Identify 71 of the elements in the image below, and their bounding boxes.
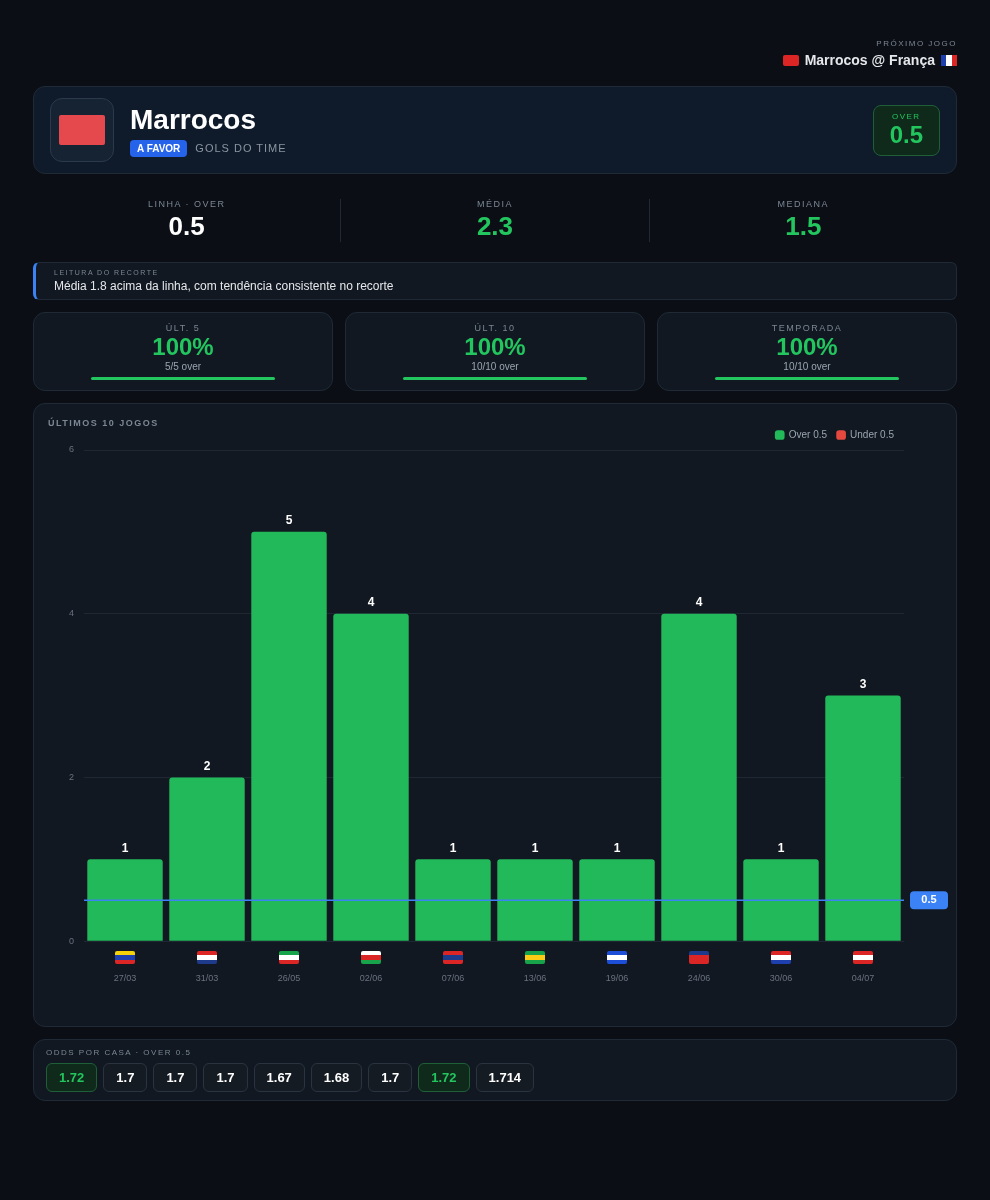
text: Média 1.8 acima da linha, com tendência consistente no recorte <box>54 279 395 293</box>
text: LINHA · OVER <box>146 198 227 209</box>
x-tick-label: 13/06 <box>523 973 547 984</box>
text: ÚLT. 10 <box>473 323 517 333</box>
data-label: 1 <box>777 840 785 855</box>
x-tick-label: 30/06 <box>769 973 793 984</box>
x-tick-label: 26/05 <box>277 973 301 984</box>
text: ODDS POR CASA · OVER 0.5 <box>46 1048 193 1057</box>
text: 1.68 <box>310 1063 363 1092</box>
text: MÉDIA <box>476 198 514 209</box>
data-label: 1 <box>121 840 129 855</box>
text: 1.5 <box>784 210 823 242</box>
x-tick-label: 27/03 <box>113 973 137 984</box>
bar <box>661 613 737 941</box>
text: 2.3 <box>475 210 515 242</box>
text: ÚLT. 5 <box>164 323 202 333</box>
y-tick-label: 0 <box>68 935 74 946</box>
text: 1.72 <box>418 1063 470 1092</box>
text: PRÓXIMO JOGO <box>875 39 957 48</box>
text: 1.7 <box>368 1063 413 1092</box>
x-tick-label: 24/06 <box>687 973 711 984</box>
text: OVER <box>890 111 922 121</box>
text: Marrocos <box>130 103 258 136</box>
legend-label: Over 0.5 <box>788 428 828 440</box>
text: TEMPORADA <box>770 323 844 333</box>
bar <box>169 777 245 941</box>
bar <box>743 859 819 941</box>
bar <box>333 613 409 941</box>
text: 100% <box>463 333 527 361</box>
bar <box>825 695 901 941</box>
text: 1.72 <box>46 1063 98 1092</box>
x-tick-label: 31/03 <box>195 973 219 984</box>
y-tick-label: 4 <box>68 608 74 619</box>
text: 1.67 <box>253 1063 305 1092</box>
data-label: 4 <box>695 595 703 610</box>
text: 1.7 <box>203 1063 248 1092</box>
legend-label: Under 0.5 <box>850 428 895 440</box>
bar <box>579 859 655 941</box>
y-tick-label: 2 <box>68 771 74 782</box>
text: MEDIANA <box>776 198 831 209</box>
text: 10/10 over <box>470 361 520 372</box>
data-label: 1 <box>531 840 539 855</box>
text: 1.7 <box>103 1063 148 1092</box>
chart-title: ÚLTIMOS 10 JOGOS <box>48 418 159 428</box>
x-tick-label: 04/07 <box>851 973 875 984</box>
bar <box>415 859 491 941</box>
x-tick-label: 07/06 <box>441 973 465 984</box>
data-label: 3 <box>859 676 867 691</box>
text: 100% <box>151 333 215 361</box>
text: GOLS DO TIME <box>195 142 287 154</box>
y-tick-label: 6 <box>68 444 74 455</box>
text: 5/5 over <box>163 361 203 372</box>
data-label: 5 <box>285 513 293 528</box>
text: 10/10 over <box>782 361 832 372</box>
text: 0.5 <box>167 210 206 242</box>
bar <box>87 859 163 941</box>
bar <box>251 531 327 941</box>
data-label: 1 <box>449 840 457 855</box>
text: 0.5 <box>889 120 923 149</box>
data-label: 4 <box>367 595 375 610</box>
text: Marrocos @ França <box>804 52 935 68</box>
data-label: 2 <box>203 758 211 773</box>
ref-line-label: 0.5 <box>921 893 937 906</box>
text: 100% <box>775 333 839 361</box>
bar <box>497 859 573 941</box>
x-tick-label: 19/06 <box>605 973 629 984</box>
text: 1.7 <box>153 1063 198 1092</box>
text: A FAVOR <box>130 139 188 157</box>
data-label: 1 <box>613 840 621 855</box>
text: 1.714 <box>475 1063 535 1092</box>
x-tick-label: 02/06 <box>359 973 383 984</box>
